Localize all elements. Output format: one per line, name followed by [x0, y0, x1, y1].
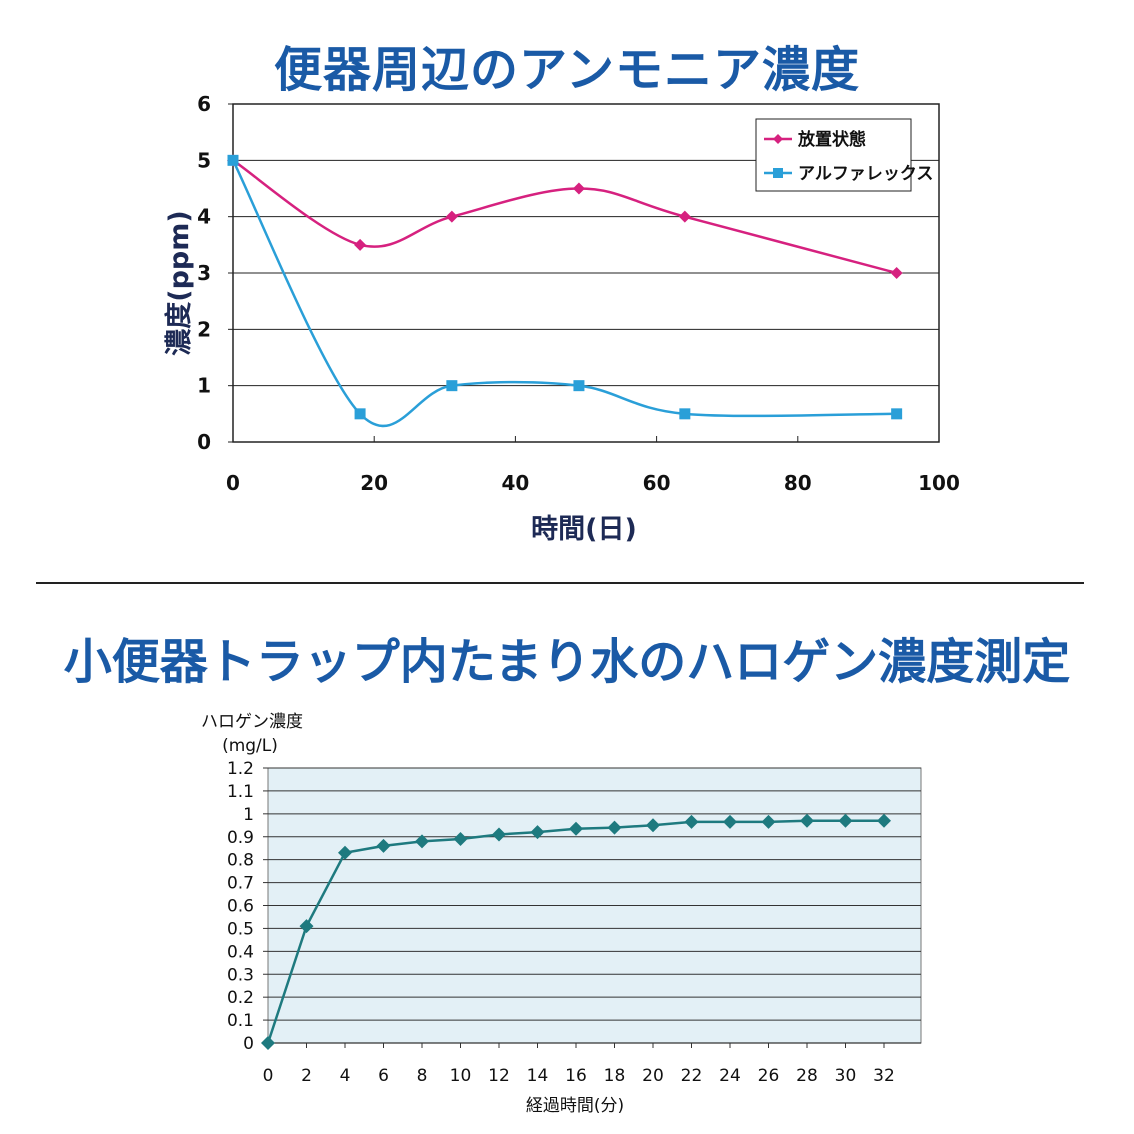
x-tick-label: 40 — [501, 471, 529, 495]
data-point — [607, 820, 622, 835]
series-line-2 — [231, 159, 897, 428]
legend-marker — [773, 134, 783, 144]
y-tick-label: 3 — [197, 261, 211, 285]
y-tick-label: 0 — [243, 1034, 254, 1054]
data-point — [492, 827, 506, 842]
y-tick-label: 6 — [197, 92, 211, 116]
x-tick-label: 12 — [488, 1066, 510, 1086]
data-point — [678, 210, 691, 223]
x-tick-label: 0 — [226, 471, 240, 495]
y-tick-label: 0.3 — [227, 965, 254, 985]
legend-marker — [773, 168, 783, 178]
data-point — [838, 813, 853, 828]
data-point — [530, 825, 545, 840]
x-tick-label: 80 — [784, 471, 812, 495]
data-point — [376, 838, 391, 853]
x-tick-label: 20 — [360, 471, 388, 495]
y-tick-label: 5 — [197, 148, 211, 172]
y-tick-label: 0.1 — [227, 1011, 254, 1031]
x-tick-label: 8 — [417, 1066, 428, 1086]
data-point — [877, 813, 891, 828]
x-tick-label: 16 — [565, 1066, 587, 1086]
data-point — [446, 380, 458, 392]
x-tick-label: 20 — [642, 1066, 664, 1086]
x-tick-label: 24 — [719, 1066, 741, 1086]
data-point — [679, 408, 691, 420]
data-point — [684, 814, 699, 829]
x-axis-label: 経過時間(分) — [526, 1096, 624, 1116]
chart1-title: 便器周辺のアンモニア濃度 — [273, 42, 861, 98]
data-point — [572, 182, 585, 195]
x-tick-label: 14 — [527, 1066, 549, 1086]
x-tick-label: 32 — [873, 1066, 895, 1086]
y-tick-label: 0.8 — [227, 851, 254, 871]
series-line-1 — [232, 159, 897, 275]
y-tick-label: 4 — [197, 205, 211, 229]
x-tick-label: 26 — [758, 1066, 780, 1086]
data-point — [723, 814, 737, 829]
y-tick-label: 1.1 — [227, 782, 254, 802]
x-tick-label: 30 — [835, 1066, 857, 1086]
data-point — [445, 210, 458, 223]
data-point — [573, 380, 585, 392]
x-tick-label: 4 — [340, 1066, 351, 1086]
data-point — [261, 1036, 275, 1050]
data-point — [569, 821, 583, 836]
data-point — [415, 834, 429, 849]
chart2-title: 小便器トラップ内たまり水のハロゲン濃度測定 — [63, 634, 1071, 690]
legend-label: 放置状態 — [797, 129, 866, 150]
x-tick-label: 10 — [450, 1066, 472, 1086]
data-point — [299, 919, 314, 934]
data-point — [646, 818, 660, 833]
y-tick-label: 1 — [243, 805, 254, 825]
y-axis-label-line1: ハロゲン濃度 — [201, 712, 303, 732]
data-point — [354, 408, 366, 420]
y-axis-label: 濃度(ppm) — [163, 210, 195, 355]
x-tick-label: 22 — [681, 1066, 703, 1086]
y-tick-label: 1 — [197, 374, 211, 398]
x-tick-label: 28 — [796, 1066, 818, 1086]
legend-label: アルファレックス — [798, 164, 933, 184]
y-tick-label: 0.2 — [227, 988, 254, 1008]
data-point — [761, 814, 776, 829]
data-point — [338, 845, 352, 860]
y-tick-label: 0 — [197, 430, 211, 454]
x-tick-label: 2 — [301, 1066, 312, 1086]
data-point — [891, 408, 903, 420]
data-point — [227, 154, 239, 166]
y-tick-label: 0.7 — [227, 874, 254, 894]
y-tick-label: 2 — [197, 317, 211, 341]
data-point — [354, 238, 367, 251]
y-tick-label: 0.9 — [227, 828, 254, 848]
x-tick-label: 0 — [263, 1066, 274, 1086]
y-tick-label: 1.2 — [227, 759, 254, 779]
data-point — [890, 267, 903, 279]
x-tick-label: 60 — [643, 471, 671, 495]
y-tick-label: 0.4 — [227, 942, 254, 962]
section-divider — [36, 582, 1084, 584]
data-point — [800, 813, 814, 828]
y-tick-label: 0.5 — [227, 919, 254, 939]
legend-box — [755, 118, 912, 192]
x-tick-label: 100 — [918, 471, 960, 495]
x-tick-label: 18 — [604, 1066, 626, 1086]
data-point — [453, 832, 468, 847]
y-axis-label-line2: (mg/L) — [222, 736, 278, 756]
x-tick-label: 6 — [378, 1066, 389, 1086]
x-axis-label: 時間(日) — [531, 514, 637, 545]
y-tick-label: 0.6 — [227, 897, 254, 917]
